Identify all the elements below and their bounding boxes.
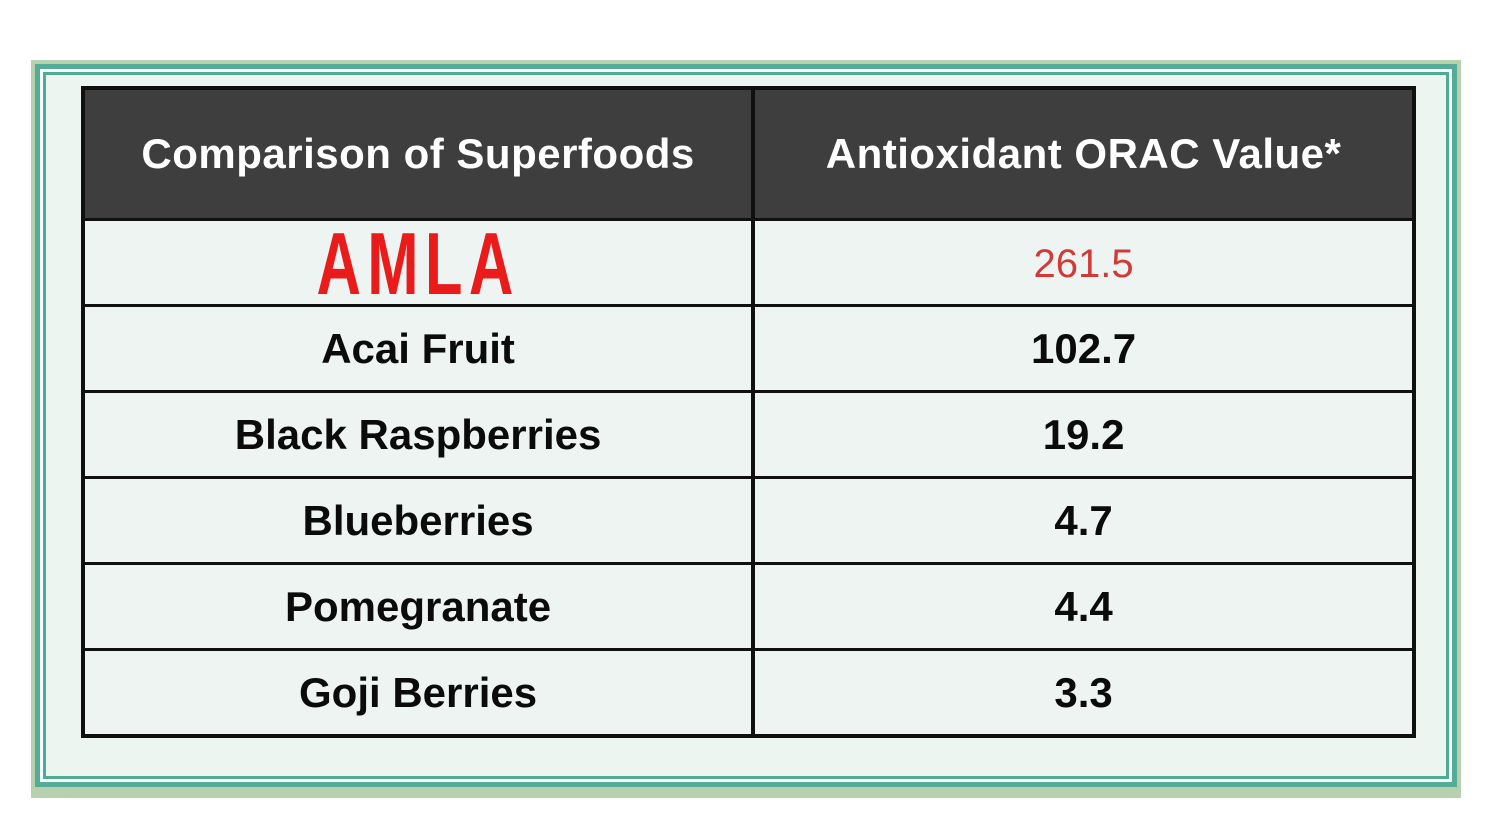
amla-label: AMLA xyxy=(316,214,520,313)
orac-value-cell: 3.3 xyxy=(751,651,1412,734)
table-row-pomegranate: Pomegranate 4.4 xyxy=(85,562,1412,648)
food-name-cell: Blueberries xyxy=(302,496,534,544)
food-name-cell: Black Raspberries xyxy=(234,410,602,458)
table-header-row: Comparison of Superfoods Antioxidant ORA… xyxy=(85,90,1412,218)
food-name-cell: Goji Berries xyxy=(299,668,538,716)
orac-value-cell: 19.2 xyxy=(751,393,1412,476)
food-name-cell: Pomegranate xyxy=(285,582,552,630)
table-row-amla: AMLA 261.5 xyxy=(85,214,1412,313)
table-row-blueberries: Blueberries 4.7 xyxy=(85,476,1412,562)
header-cell-superfoods: Comparison of Superfoods xyxy=(141,130,695,177)
orac-value-cell: 261.5 xyxy=(751,221,1412,307)
decorative-frame: Comparison of Superfoods Antioxidant ORA… xyxy=(43,72,1449,779)
table-row-goji-berries: Goji Berries 3.3 xyxy=(85,648,1412,734)
orac-value-cell: 4.7 xyxy=(751,479,1412,562)
orac-value-cell: 4.4 xyxy=(751,565,1412,648)
superfoods-comparison-table: Comparison of Superfoods Antioxidant ORA… xyxy=(81,86,1416,738)
table-row-black-raspberries: Black Raspberries 19.2 xyxy=(85,390,1412,476)
food-name-cell: AMLA xyxy=(85,214,751,313)
food-name-cell: Acai Fruit xyxy=(321,324,515,372)
table-row-acai-fruit: Acai Fruit 102.7 xyxy=(85,304,1412,390)
orac-value-cell: 102.7 xyxy=(751,307,1412,390)
header-cell-orac-value: Antioxidant ORAC Value* xyxy=(751,90,1412,218)
